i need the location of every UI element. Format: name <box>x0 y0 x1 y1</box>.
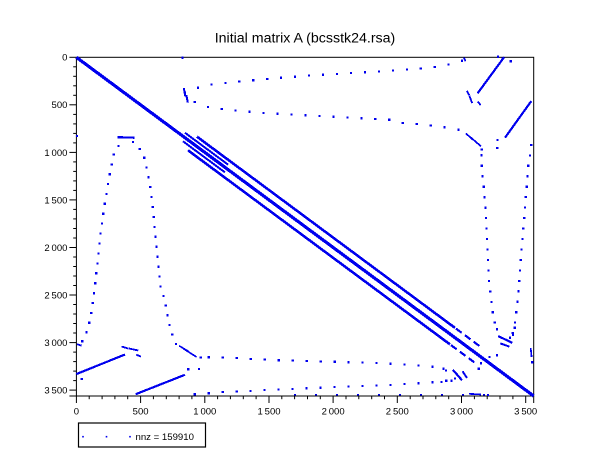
svg-text:2 500: 2 500 <box>44 290 67 301</box>
svg-text:2 500: 2 500 <box>386 407 409 418</box>
svg-text:2 000: 2 000 <box>322 407 345 418</box>
svg-text:500: 500 <box>52 100 68 111</box>
svg-text:1 000: 1 000 <box>44 148 67 159</box>
svg-text:nnz = 159910: nnz = 159910 <box>136 432 194 443</box>
svg-text:0: 0 <box>74 407 79 418</box>
svg-text:3 000: 3 000 <box>450 407 473 418</box>
svg-text:500: 500 <box>133 407 149 418</box>
svg-text:3 500: 3 500 <box>514 407 537 418</box>
svg-text:3 500: 3 500 <box>44 386 67 397</box>
svg-text:0: 0 <box>62 53 67 64</box>
svg-text:1 500: 1 500 <box>257 407 280 418</box>
svg-text:1 500: 1 500 <box>44 195 67 206</box>
svg-text:3 000: 3 000 <box>44 338 67 349</box>
svg-text:2 000: 2 000 <box>44 243 67 254</box>
svg-text:Initial matrix A (bcsstk24.rsa: Initial matrix A (bcsstk24.rsa) <box>215 31 396 47</box>
svg-text:1 000: 1 000 <box>193 407 216 418</box>
